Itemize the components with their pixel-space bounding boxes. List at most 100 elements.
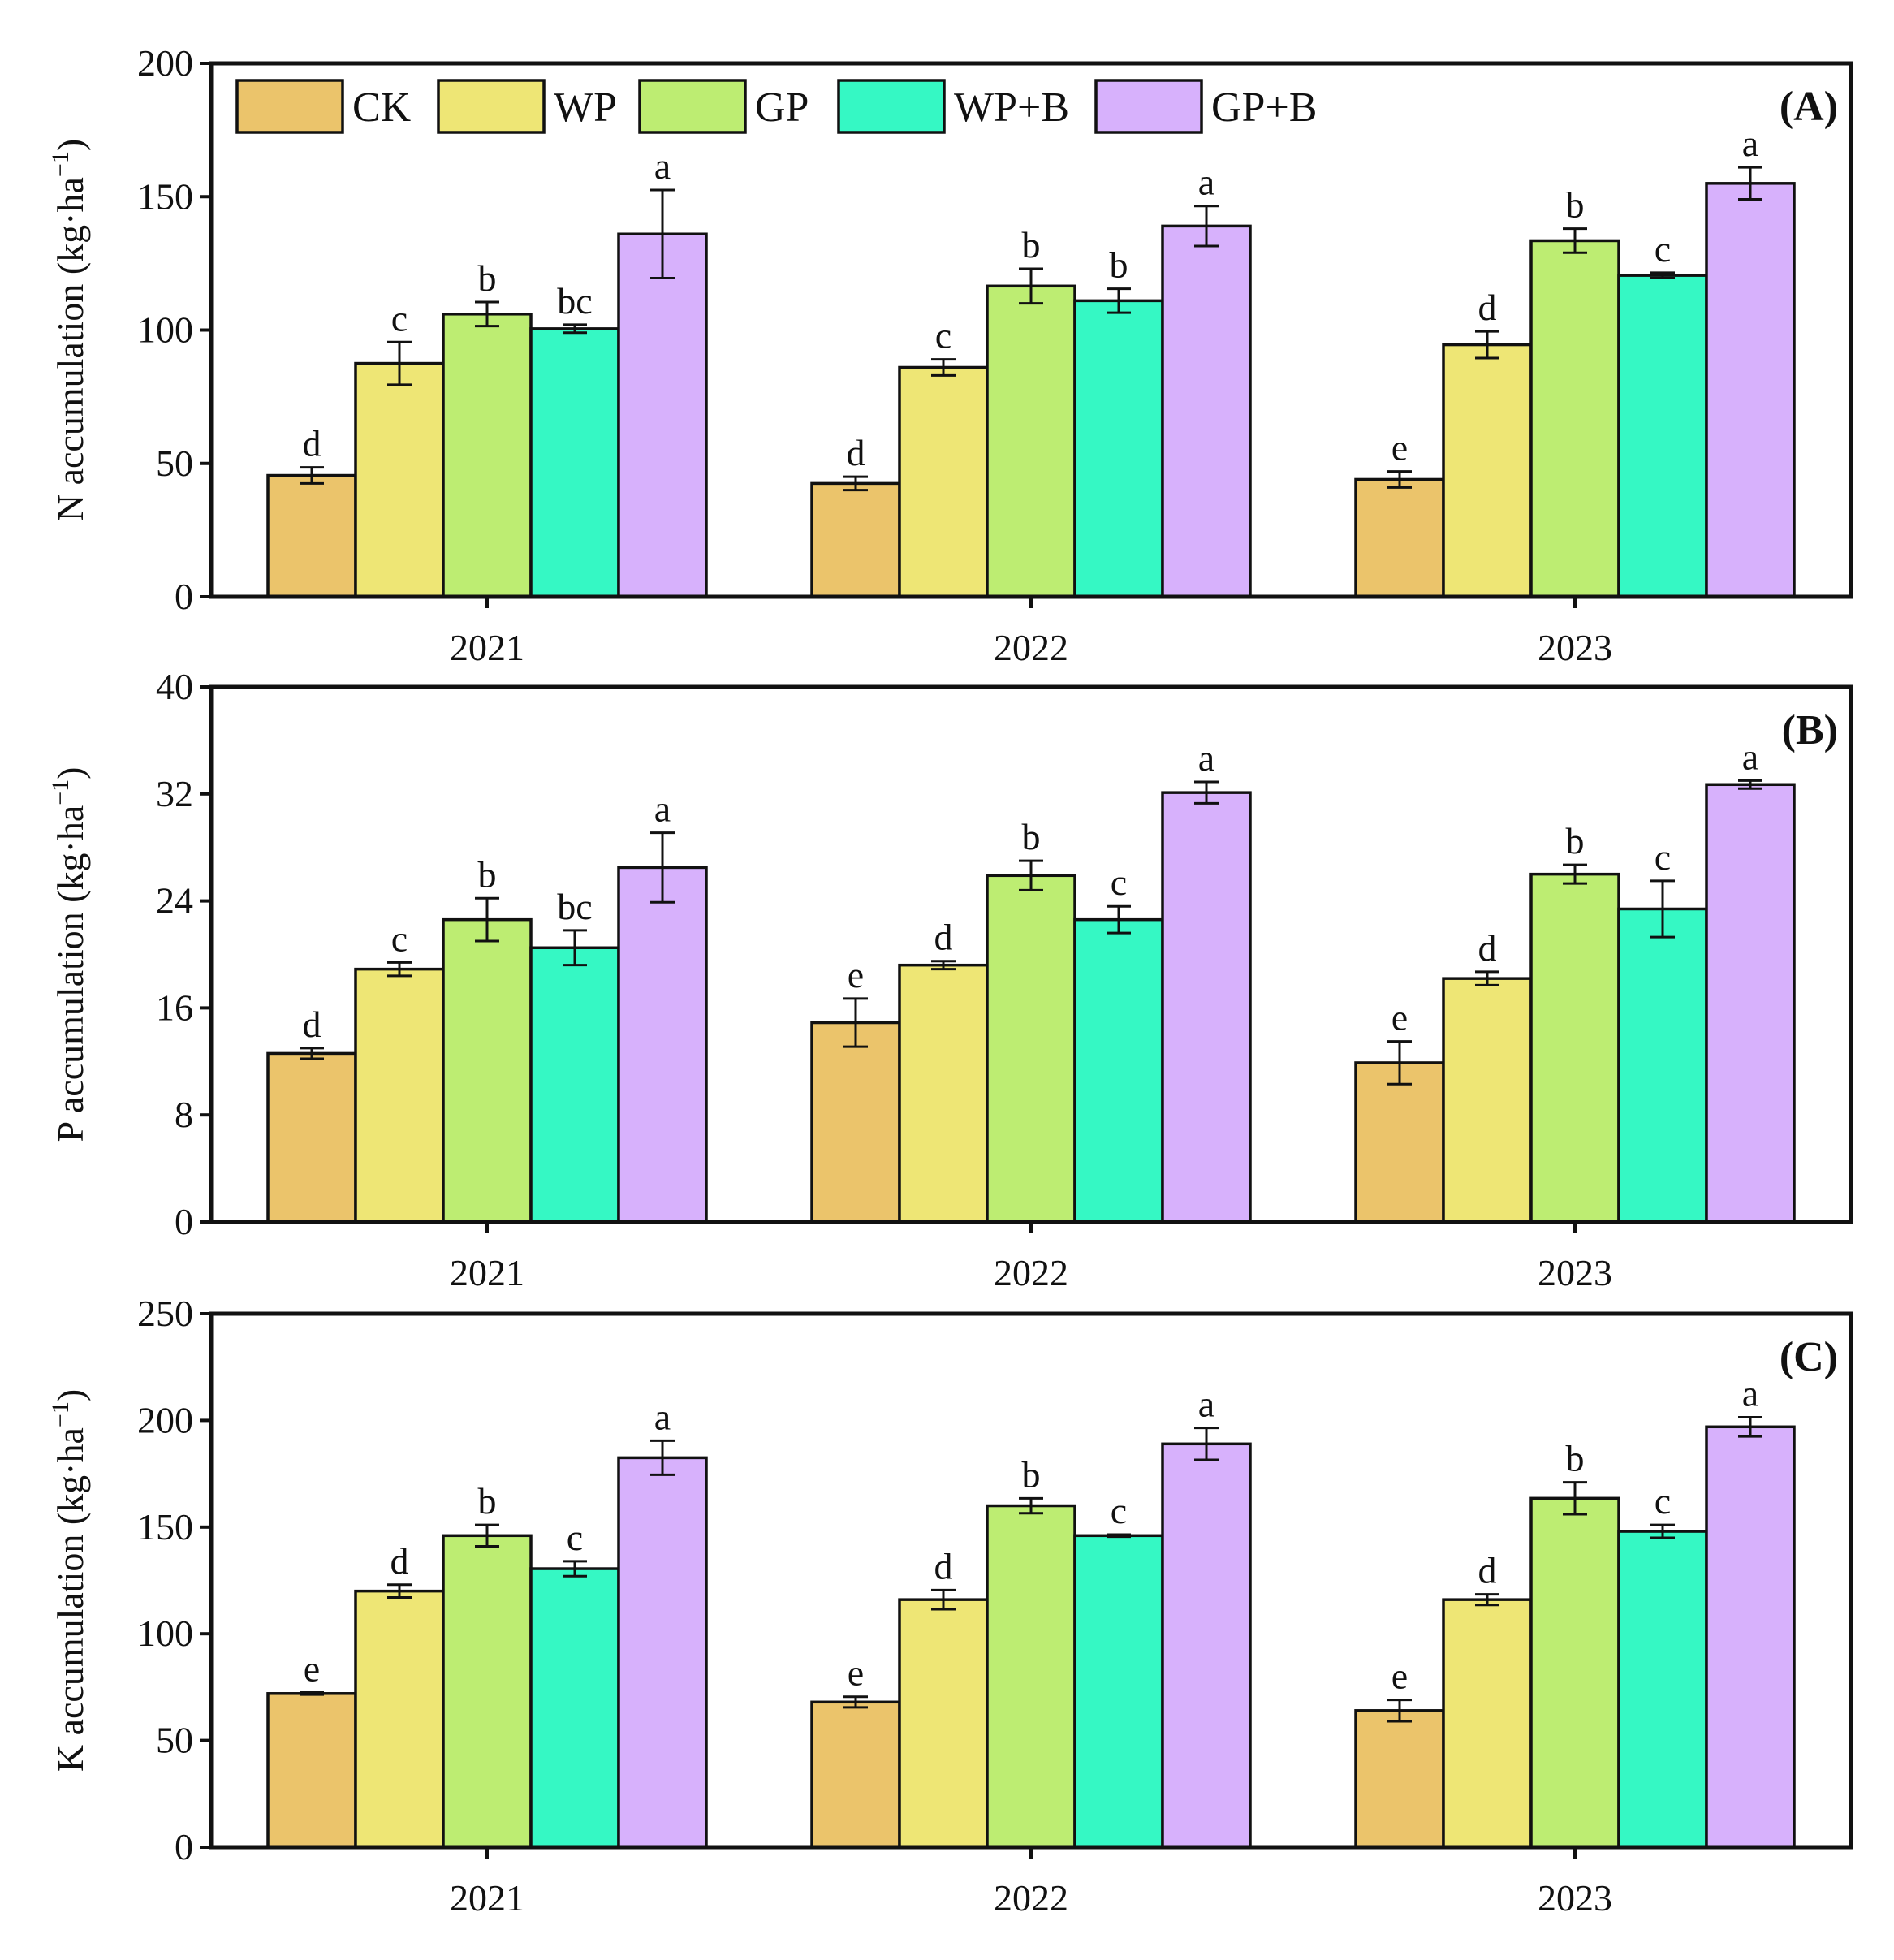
error-bar [931,960,956,971]
y-axis-label-close: ) [50,1389,91,1401]
significance-letter: d [934,917,953,958]
legend: CK WP GP WP+B GP+B [235,79,1317,134]
bar-wp-plus-b-2021 [529,946,620,1224]
significance-letter: b [1566,820,1585,861]
bar-gp-plus-b-2023 [1705,1425,1796,1849]
y-axis-label-main: P accumulation (kg·ha [50,805,91,1142]
x-tick-label: 2022 [994,1877,1068,1919]
y-axis-label: N accumulation (kg·ha−1) [47,139,91,521]
significance-letter: b [478,853,497,895]
bar-wp-2021 [354,967,445,1224]
significance-letter: e [1391,427,1408,468]
significance-letter: c [391,297,408,339]
x-tick-label: 2022 [994,1252,1068,1293]
bar-wp-2021 [354,361,445,598]
bar-ck-2022 [810,481,901,598]
legend-label: WP [554,84,617,131]
y-tick-label: 100 [137,1612,193,1654]
bar-ck-2021 [266,1051,357,1224]
significance-letter: c [567,1517,583,1558]
y-tick-label: 40 [156,666,193,707]
significance-letter: a [1742,1372,1758,1414]
legend-swatch-ck [235,79,344,134]
error-bar [1475,330,1499,360]
error-bar [1650,879,1675,939]
error-bar [843,1695,868,1709]
error-bar [1019,1496,1043,1515]
significance-letter: a [1198,162,1214,203]
bar-wp-plus-b-2023 [1617,274,1708,598]
error-bar [1650,1523,1675,1539]
bar-wp-2021 [354,1589,445,1849]
legend-swatch-gp [638,79,747,134]
y-axis-label-superscript: −1 [47,151,74,177]
error-bar [1387,1040,1412,1086]
bar-ck-2023 [1354,1061,1445,1224]
significance-letter: c [935,315,951,356]
error-bar [1107,904,1131,935]
significance-letter: e [304,1647,320,1689]
y-axis-label-close: ) [50,767,91,779]
bar-gp-2021 [442,917,533,1224]
error-bar [1738,1415,1762,1438]
error-bar [475,300,499,328]
significance-letter: b [1566,184,1585,226]
bar-ck-2023 [1354,1709,1445,1849]
significance-letter: a [1198,1384,1214,1425]
bar-gp-plus-b-2021 [617,232,708,598]
significance-letter: b [1110,244,1128,286]
error-bar [1387,470,1412,489]
error-bar [563,1560,587,1578]
bar-gp-plus-b-2022 [1161,224,1252,598]
bar-gp-2023 [1529,872,1620,1224]
y-tick-label: 150 [137,1506,193,1548]
error-bar [1563,863,1587,885]
significance-letter: a [654,1396,671,1437]
x-tick-label: 2021 [450,1877,524,1919]
bar-gp-plus-b-2021 [617,1456,708,1849]
y-tick-label: 250 [137,1293,193,1334]
significance-letter: b [478,1480,497,1522]
bar-gp-plus-b-2021 [617,866,708,1224]
x-tick-label: 2023 [1538,1252,1612,1293]
error-bar [650,831,675,904]
error-bar [1475,1593,1499,1607]
bar-wp-plus-b-2023 [1617,1530,1708,1849]
bar-gp-2023 [1529,1496,1620,1849]
error-bar [1563,227,1587,254]
bar-wp-2023 [1442,1598,1533,1849]
error-bar [563,929,587,967]
bar-wp-plus-b-2022 [1073,917,1164,1224]
bar-gp-2021 [442,313,533,598]
error-bar [1738,166,1762,201]
y-tick-label: 16 [156,986,193,1028]
error-bar [563,323,587,335]
y-tick-label: 8 [175,1094,193,1135]
significance-letter: d [1478,927,1497,969]
x-tick-label: 2023 [1538,627,1612,668]
significance-letter: b [478,257,497,299]
error-bar [650,1439,675,1476]
bar-ck-2022 [810,1700,901,1849]
significance-letter: d [303,423,321,464]
bar-gp-plus-b-2022 [1161,1442,1252,1849]
error-bar [843,475,868,492]
bar-gp-2022 [986,874,1076,1224]
error-bar [300,1047,324,1060]
y-axis-label-superscript: −1 [47,779,74,805]
significance-letter: d [390,1540,409,1582]
bar-wp-plus-b-2022 [1073,1534,1164,1849]
error-bar [843,997,868,1048]
error-bar [387,340,412,386]
significance-letter: c [391,917,408,959]
legend-label: GP+B [1211,84,1317,131]
error-bar [1194,205,1219,248]
y-axis-label-close: ) [50,139,91,151]
error-bar [387,1583,412,1600]
significance-letter: c [1655,1480,1671,1522]
bar-ck-2022 [810,1021,901,1224]
error-bar [300,466,324,485]
error-bar [1194,780,1219,805]
